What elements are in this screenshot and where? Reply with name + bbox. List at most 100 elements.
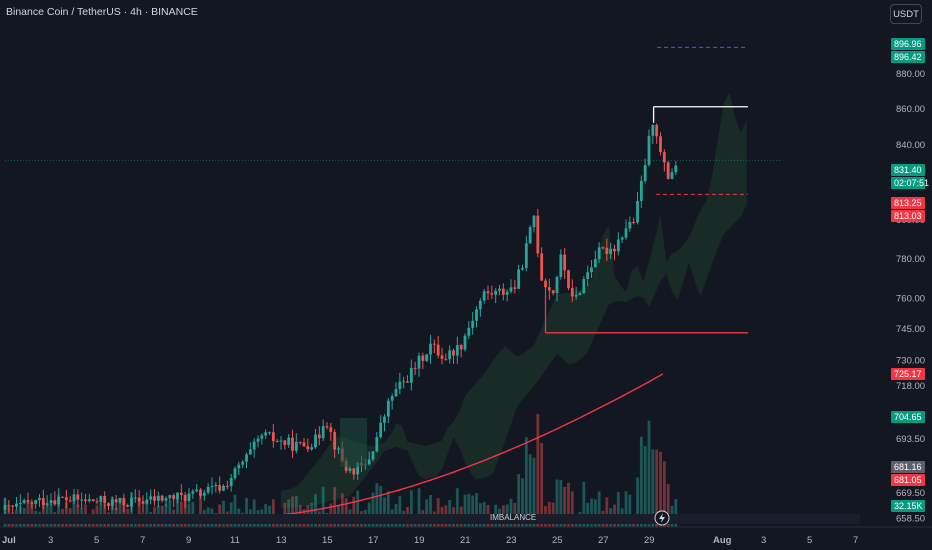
candle-body: [122, 498, 126, 506]
candle-body: [505, 291, 509, 295]
candle-body: [225, 485, 229, 487]
price-label-text: 681.05: [894, 475, 922, 485]
price-axis[interactable]: 880.00860.00840.00820.00800.00780.00760.…: [896, 69, 925, 525]
time-axis[interactable]: Jul 3 5 7 9 11 13 15 17 19 21 23 25 27 29 Aug 3 5 7: [2, 535, 858, 546]
volume-bar: [344, 498, 348, 527]
candle-body: [425, 354, 429, 361]
volume-bar: [639, 436, 643, 527]
volume-bar: [371, 492, 375, 527]
candle-body: [206, 486, 210, 493]
price-tick-label: 880.00: [896, 69, 925, 80]
candle-body: [160, 495, 164, 501]
time-tick-label: 17: [368, 535, 379, 546]
price-tick-label: 780.00: [896, 254, 925, 265]
sma-layer: [234, 373, 664, 519]
sma-line: [234, 373, 664, 519]
candle-body: [291, 437, 294, 451]
volume-bar: [41, 500, 45, 527]
candle-body: [133, 497, 137, 499]
time-tick-label: 25: [552, 535, 563, 546]
volume-bar: [455, 488, 459, 527]
price-tick-label: 669.50: [896, 488, 925, 499]
candle-body: [287, 437, 291, 445]
price-label-box: [891, 177, 925, 189]
candle-body: [440, 355, 444, 359]
volume-bar: [291, 496, 294, 527]
candle-body: [283, 440, 287, 445]
candle-body: [551, 290, 555, 294]
candle-body: [145, 499, 149, 504]
symbol-title[interactable]: Binance Coin / TetherUS · 4h · BINANCE: [6, 6, 198, 18]
time-tick-label: 5: [94, 535, 99, 546]
currency-button[interactable]: USDT: [890, 4, 922, 24]
candle-body: [61, 496, 64, 498]
volume-bar: [398, 496, 402, 527]
candle-body: [118, 498, 122, 503]
candle-body: [452, 350, 455, 356]
candle-body: [53, 500, 57, 505]
price-label-text: 32.15K: [894, 501, 923, 511]
time-tick-label: 23: [506, 535, 517, 546]
price-label-text: 02:07:51: [894, 178, 929, 188]
candle-body: [371, 451, 375, 460]
volume-bar: [674, 498, 678, 527]
candle-body: [310, 447, 314, 450]
candle-body: [103, 496, 107, 504]
volume-bar: [333, 487, 337, 527]
candle-body: [413, 367, 417, 369]
candle-body: [30, 502, 34, 504]
time-tick-label: 7: [853, 535, 858, 546]
price-label-box: [891, 51, 925, 63]
levels-layer: [5, 46, 783, 334]
candle-body: [137, 497, 141, 502]
volume-bar: [294, 496, 298, 527]
volume-bar: [616, 491, 620, 527]
volume-bar: [57, 494, 61, 527]
candles-layer: [3, 123, 678, 519]
volume-bar: [425, 499, 429, 527]
lightning-icon[interactable]: [659, 513, 665, 523]
candle-body: [482, 291, 486, 301]
volume-bar: [624, 491, 628, 527]
candle-body: [517, 269, 521, 289]
volume-bar: [383, 497, 386, 527]
time-tick-label: 7: [140, 535, 145, 546]
volume-bar: [521, 478, 524, 527]
candle-body: [444, 358, 448, 360]
candle-body: [559, 254, 563, 278]
volume-bar: [528, 454, 532, 527]
candle-body: [463, 335, 467, 350]
volume-bar: [386, 491, 390, 527]
candle-body: [513, 287, 517, 289]
candle-body: [379, 422, 383, 438]
candle-body: [57, 496, 61, 505]
candle-body: [34, 500, 38, 504]
candle-body: [3, 505, 7, 510]
candle-body: [636, 200, 639, 223]
candle-body: [567, 270, 570, 289]
candle-body: [337, 448, 340, 450]
candle-body: [260, 435, 264, 439]
candle-body: [130, 497, 133, 507]
candle-body: [471, 320, 475, 328]
candle-body: [494, 290, 498, 295]
candle-body: [386, 400, 390, 417]
candle-body: [153, 496, 156, 501]
candle-body: [41, 498, 45, 505]
volume-bar: [651, 449, 655, 527]
annotation-layer: IMBALANCE: [0, 418, 860, 526]
volume-bar: [448, 499, 452, 527]
candle-body: [241, 461, 245, 465]
candle-body: [22, 500, 26, 504]
candle-body: [578, 293, 582, 295]
cloud-layer: [281, 92, 747, 509]
volume-bar: [429, 495, 432, 527]
volume-bar: [245, 497, 248, 527]
candle-body: [467, 327, 471, 336]
volume-bar: [233, 494, 237, 527]
candle-body: [110, 499, 114, 506]
candle-body: [628, 221, 632, 229]
price-label-box: [891, 461, 925, 473]
candle-body: [149, 496, 153, 500]
